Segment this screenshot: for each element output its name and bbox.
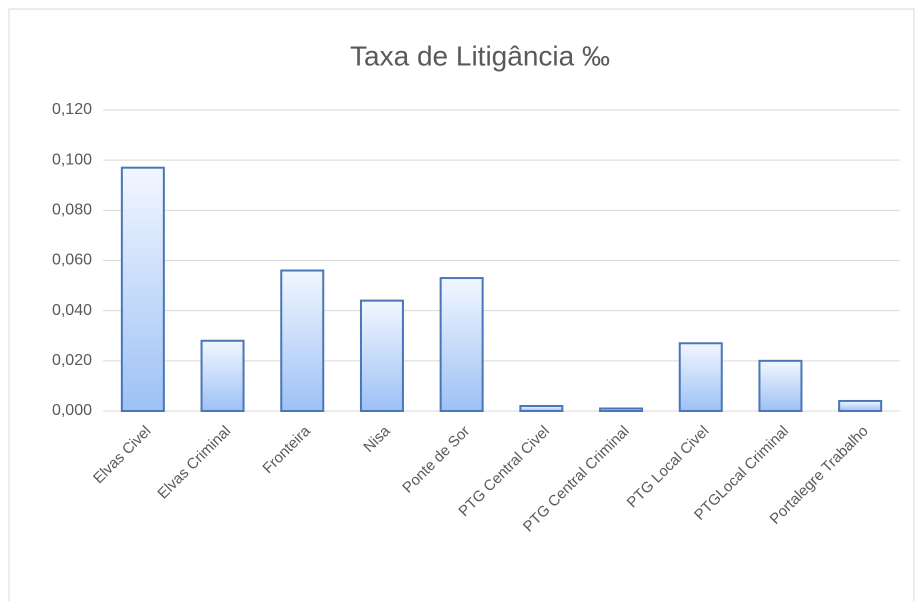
- bar: [359, 299, 404, 412]
- bar: [758, 359, 803, 413]
- y-tick-label: 0,120: [52, 101, 92, 118]
- y-tick-label: 0,040: [52, 302, 92, 319]
- bar: [599, 407, 644, 413]
- bar: [120, 166, 165, 412]
- y-tick-label: 0,020: [52, 352, 92, 369]
- y-tick-label: 0,080: [52, 202, 92, 219]
- y-tick-label: 0,000: [52, 402, 92, 419]
- y-tick-label: 0,100: [52, 151, 92, 168]
- chart-title: Taxa de Litigância ‰: [350, 40, 610, 71]
- bar: [838, 399, 883, 413]
- bar: [678, 342, 723, 412]
- bar: [519, 404, 564, 413]
- y-tick-label: 0,060: [52, 252, 92, 269]
- bar: [280, 269, 325, 412]
- bar: [439, 277, 484, 412]
- bar: [200, 339, 245, 412]
